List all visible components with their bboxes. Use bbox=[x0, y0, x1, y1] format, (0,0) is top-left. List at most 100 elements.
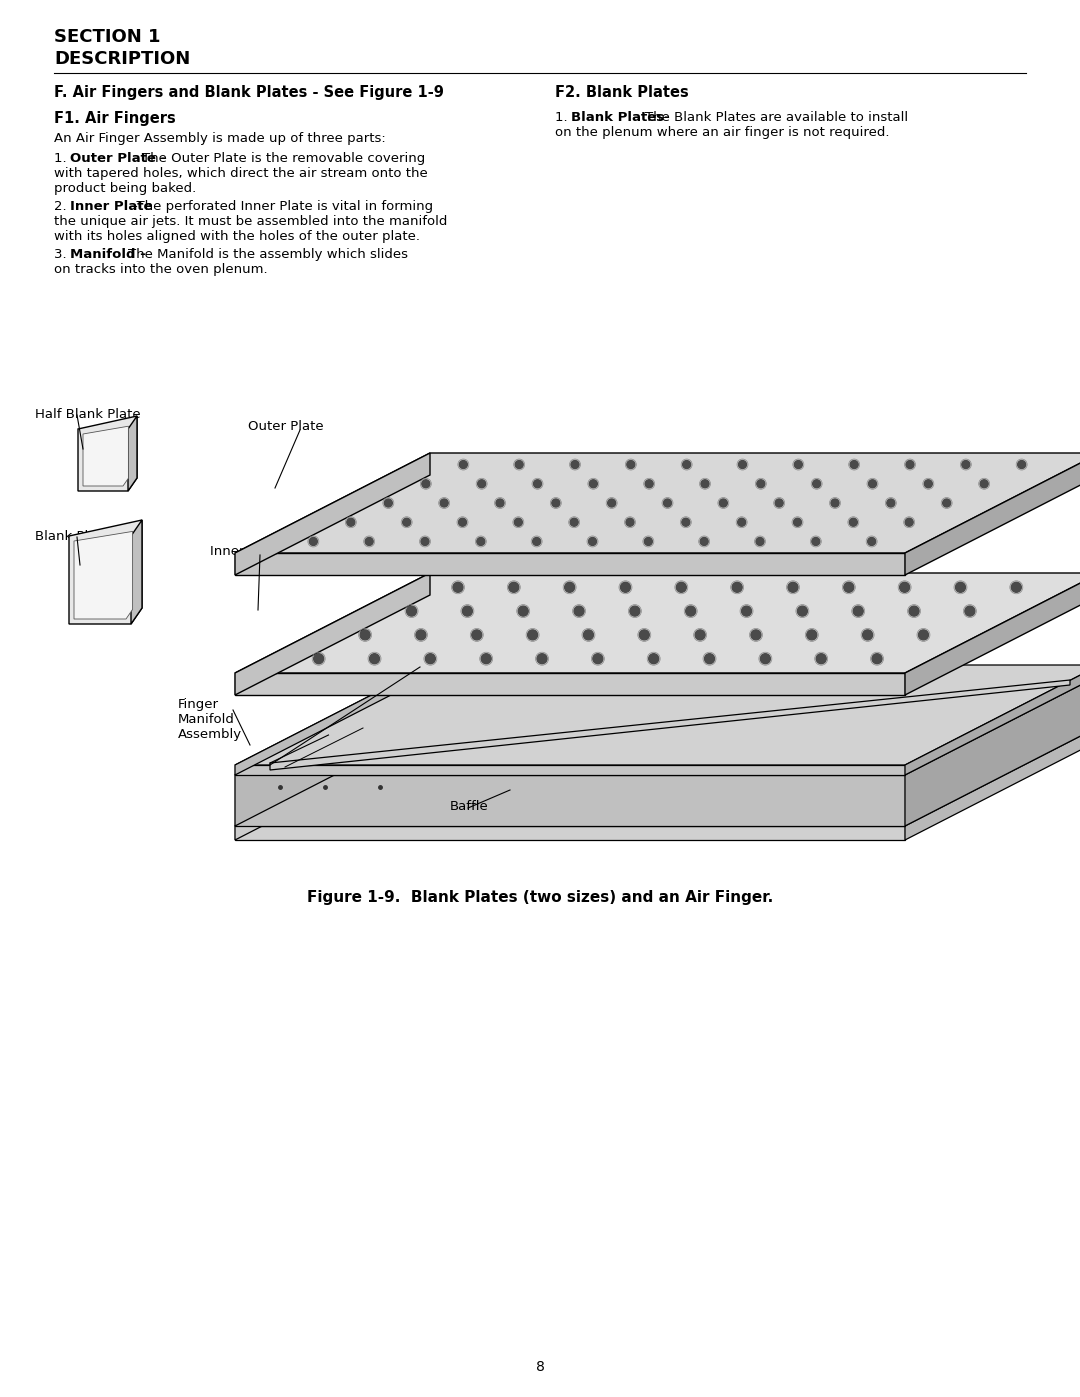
Circle shape bbox=[719, 499, 727, 507]
Circle shape bbox=[788, 583, 798, 592]
Circle shape bbox=[645, 479, 653, 488]
Circle shape bbox=[360, 630, 370, 640]
Text: 2.: 2. bbox=[54, 200, 71, 212]
Circle shape bbox=[850, 461, 859, 468]
Circle shape bbox=[645, 538, 652, 545]
Circle shape bbox=[909, 606, 919, 616]
Text: 1.: 1. bbox=[54, 152, 71, 165]
Polygon shape bbox=[235, 675, 430, 826]
Polygon shape bbox=[270, 680, 1070, 770]
Circle shape bbox=[964, 606, 975, 616]
Circle shape bbox=[872, 654, 882, 664]
Circle shape bbox=[962, 461, 970, 468]
Text: Inner Plate: Inner Plate bbox=[70, 200, 152, 212]
Circle shape bbox=[863, 630, 873, 640]
Text: on tracks into the oven plenum.: on tracks into the oven plenum. bbox=[54, 263, 268, 277]
Polygon shape bbox=[235, 766, 905, 775]
Polygon shape bbox=[235, 775, 905, 826]
Circle shape bbox=[384, 499, 392, 507]
Circle shape bbox=[459, 461, 468, 468]
Circle shape bbox=[630, 606, 639, 616]
Circle shape bbox=[807, 630, 816, 640]
Text: An Air Finger Assembly is made up of three parts:: An Air Finger Assembly is made up of thr… bbox=[54, 131, 386, 145]
Text: Figure 1-9.  Blank Plates (two sizes) and an Air Finger.: Figure 1-9. Blank Plates (two sizes) and… bbox=[307, 890, 773, 905]
Text: on the plenum where an air finger is not required.: on the plenum where an air finger is not… bbox=[555, 126, 890, 138]
Circle shape bbox=[441, 499, 448, 507]
Polygon shape bbox=[905, 665, 1080, 775]
Text: -The perforated Inner Plate is vital in forming: -The perforated Inner Plate is vital in … bbox=[133, 200, 433, 212]
Circle shape bbox=[751, 630, 761, 640]
Circle shape bbox=[900, 583, 909, 592]
Text: with tapered holes, which direct the air stream onto the: with tapered holes, which direct the air… bbox=[54, 168, 428, 180]
Polygon shape bbox=[235, 453, 430, 576]
Polygon shape bbox=[905, 675, 1080, 826]
Circle shape bbox=[313, 654, 324, 664]
Text: F2. Blank Plates: F2. Blank Plates bbox=[555, 85, 689, 101]
Circle shape bbox=[365, 538, 374, 545]
Circle shape bbox=[534, 479, 541, 488]
Circle shape bbox=[593, 654, 603, 664]
Circle shape bbox=[626, 518, 634, 527]
Text: Baffle: Baffle bbox=[450, 800, 489, 813]
Polygon shape bbox=[69, 520, 141, 624]
Circle shape bbox=[416, 630, 426, 640]
Circle shape bbox=[905, 518, 914, 527]
Circle shape bbox=[943, 499, 950, 507]
Circle shape bbox=[406, 606, 417, 616]
Polygon shape bbox=[75, 531, 133, 619]
Circle shape bbox=[683, 461, 691, 468]
Circle shape bbox=[621, 583, 631, 592]
Text: with its holes aligned with the holes of the outer plate.: with its holes aligned with the holes of… bbox=[54, 231, 420, 243]
Circle shape bbox=[775, 499, 783, 507]
Circle shape bbox=[583, 630, 593, 640]
Text: Outer Plate: Outer Plate bbox=[248, 420, 324, 433]
Circle shape bbox=[528, 630, 538, 640]
Circle shape bbox=[742, 606, 752, 616]
Circle shape bbox=[700, 538, 708, 545]
Circle shape bbox=[924, 479, 932, 488]
Text: the unique air jets. It must be assembled into the manifold: the unique air jets. It must be assemble… bbox=[54, 215, 447, 228]
Circle shape bbox=[696, 630, 705, 640]
Circle shape bbox=[590, 479, 597, 488]
Circle shape bbox=[956, 583, 966, 592]
Polygon shape bbox=[131, 520, 141, 624]
Circle shape bbox=[462, 606, 472, 616]
Polygon shape bbox=[235, 675, 1080, 775]
Text: Finger
Manifold
Assembly: Finger Manifold Assembly bbox=[178, 698, 242, 740]
Polygon shape bbox=[235, 573, 1080, 673]
Text: Outer Plate -: Outer Plate - bbox=[70, 152, 166, 165]
Circle shape bbox=[849, 518, 858, 527]
Polygon shape bbox=[235, 673, 905, 694]
Circle shape bbox=[816, 654, 826, 664]
Circle shape bbox=[732, 583, 742, 592]
Circle shape bbox=[570, 518, 578, 527]
Circle shape bbox=[589, 538, 596, 545]
Circle shape bbox=[649, 654, 659, 664]
Text: Inner Plate: Inner Plate bbox=[210, 545, 282, 557]
Text: 1.: 1. bbox=[555, 110, 572, 124]
Text: 3.: 3. bbox=[54, 249, 71, 261]
Circle shape bbox=[887, 499, 895, 507]
Text: Half Blank Plate: Half Blank Plate bbox=[35, 408, 140, 420]
Polygon shape bbox=[235, 665, 430, 775]
Circle shape bbox=[812, 479, 821, 488]
Circle shape bbox=[794, 518, 801, 527]
Circle shape bbox=[509, 583, 518, 592]
Text: F. Air Fingers and Blank Plates - See Figure 1-9: F. Air Fingers and Blank Plates - See Fi… bbox=[54, 85, 444, 101]
Polygon shape bbox=[235, 726, 1080, 826]
Circle shape bbox=[472, 630, 482, 640]
Circle shape bbox=[496, 499, 504, 507]
Circle shape bbox=[347, 518, 355, 527]
Polygon shape bbox=[235, 665, 1080, 766]
Polygon shape bbox=[83, 426, 129, 486]
Circle shape bbox=[701, 479, 708, 488]
Circle shape bbox=[421, 538, 429, 545]
Circle shape bbox=[309, 538, 318, 545]
Text: Blank Plate: Blank Plate bbox=[35, 529, 110, 543]
Polygon shape bbox=[905, 573, 1080, 694]
Polygon shape bbox=[129, 416, 137, 490]
Circle shape bbox=[681, 518, 690, 527]
Circle shape bbox=[812, 538, 820, 545]
Circle shape bbox=[565, 583, 575, 592]
Circle shape bbox=[738, 518, 745, 527]
